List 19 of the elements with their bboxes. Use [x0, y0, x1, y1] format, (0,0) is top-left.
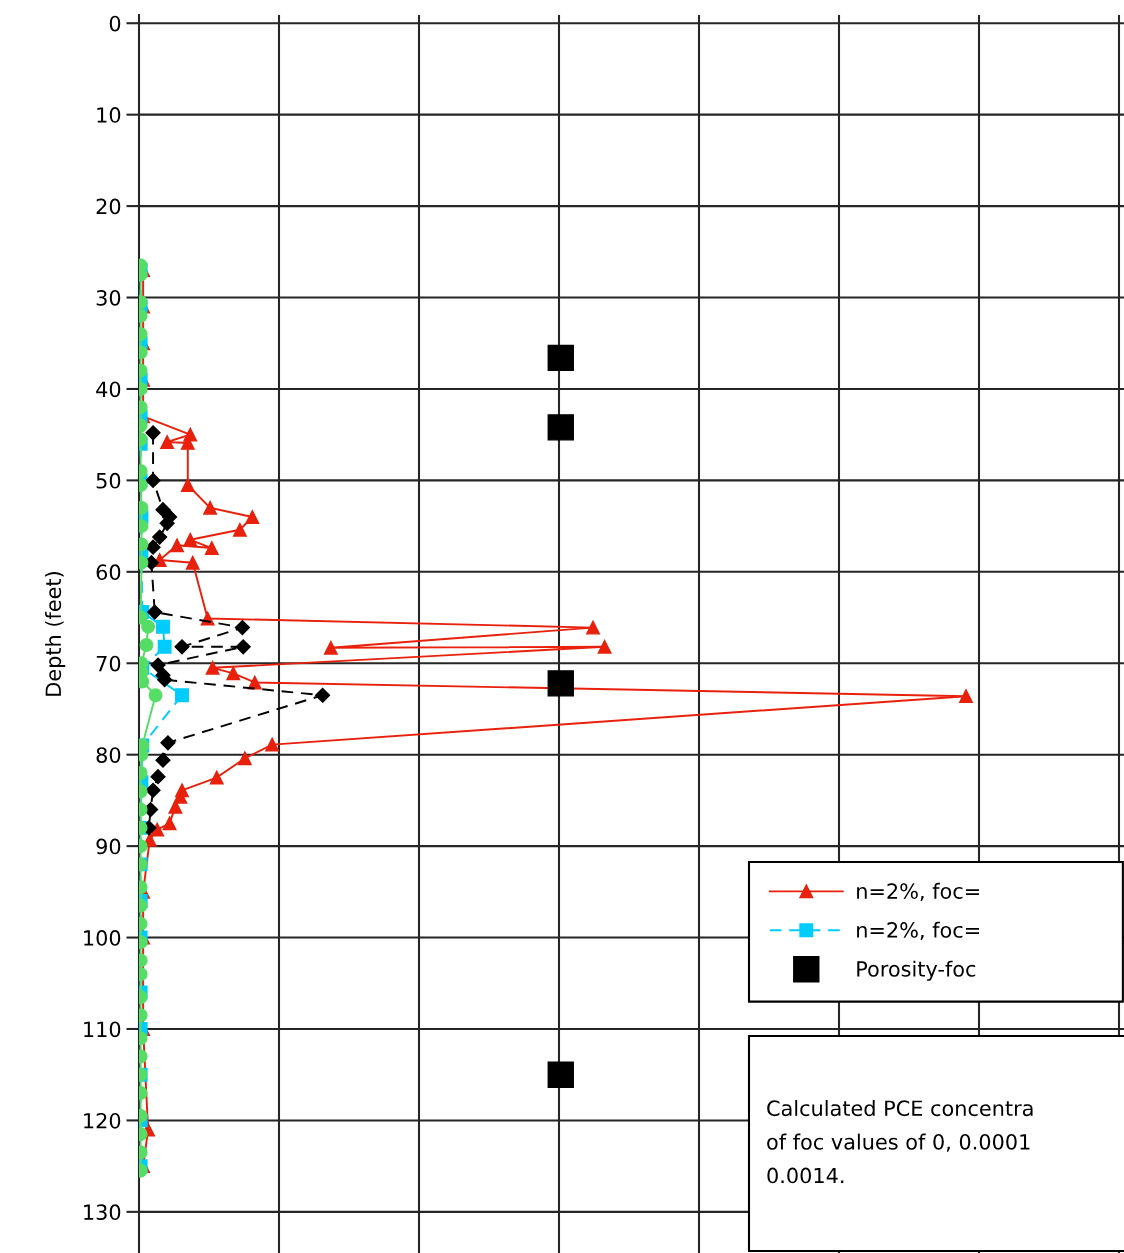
y-tick-label: 110	[84, 1021, 121, 1038]
legend-label: n=2%, foc=	[857, 882, 979, 902]
y-tick-label: 10	[97, 107, 121, 123]
y-tick-label: 90	[96, 838, 121, 855]
y-tick-label: 40	[96, 381, 121, 398]
y-tick-label: 120	[84, 1112, 121, 1129]
legend-label: n=2%, foc=	[857, 921, 979, 940]
y-tick-label: 30	[96, 289, 121, 306]
y-tick-label: 70	[96, 655, 121, 672]
y-tick-label: 130	[84, 1204, 121, 1221]
y-tick-label: 20	[96, 198, 121, 215]
y-tick-label: 80	[96, 747, 121, 763]
y-tick-label: 50	[96, 472, 121, 489]
y-axis-title: Depth (feet)	[45, 572, 66, 696]
y-tick-label: 60	[96, 564, 121, 581]
legend-label: Porosity-foc	[857, 960, 976, 981]
y-tick-label: 100	[84, 930, 121, 946]
y-tick-label: 0	[109, 15, 121, 32]
annotation: Calculated PCE concentra of foc values of 0, 0.0001 0.0014.	[767, 1100, 1033, 1184]
